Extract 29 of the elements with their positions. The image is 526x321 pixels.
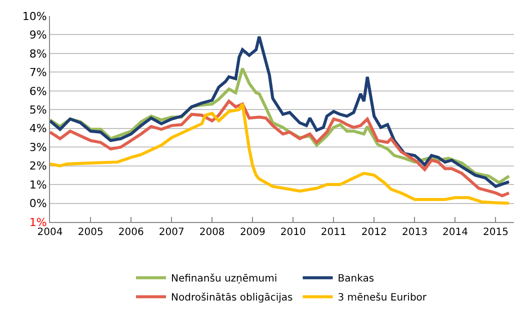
y-tick-label: 10% xyxy=(22,10,47,23)
x-tick-label: 2015 xyxy=(482,227,508,238)
x-tick-label: 2005 xyxy=(78,227,104,238)
legend-label: Nodrošinātās obligācijas xyxy=(171,292,293,304)
y-tick-label: 2% xyxy=(29,160,47,173)
y-tick-label: 9% xyxy=(29,28,47,42)
x-tick-label: 2004 xyxy=(37,227,63,238)
y-tick-label: 7% xyxy=(29,66,47,80)
y-tick-label: 8% xyxy=(29,47,47,60)
y-tick-label: 4% xyxy=(29,122,47,136)
y-tick-label: 3% xyxy=(29,140,47,154)
x-tick-label: 2009 xyxy=(240,227,266,238)
x-tick-label: 2008 xyxy=(199,227,225,238)
x-tick-label: 2006 xyxy=(118,227,144,238)
x-tick-label: 2014 xyxy=(442,227,468,238)
y-tick-label: 6% xyxy=(29,84,47,98)
y-tick-label: 1% xyxy=(29,216,47,229)
legend-label: Bankas xyxy=(338,274,374,285)
legend-label: 3 mēnešu Euribor xyxy=(338,292,428,304)
legend-label: Nefinanšu uzņēmumi xyxy=(171,274,278,285)
y-tick-label: 0% xyxy=(29,197,47,210)
y-tick-label: 1% xyxy=(29,178,47,192)
x-tick-label: 2007 xyxy=(158,227,184,238)
x-tick-label: 2013 xyxy=(402,227,428,238)
x-tick-label: 2012 xyxy=(361,227,387,238)
line-series xyxy=(50,35,511,188)
x-tick-label: 2010 xyxy=(280,227,306,238)
x-tick-label: 2011 xyxy=(320,227,346,238)
y-tick-label: 5% xyxy=(29,103,47,116)
